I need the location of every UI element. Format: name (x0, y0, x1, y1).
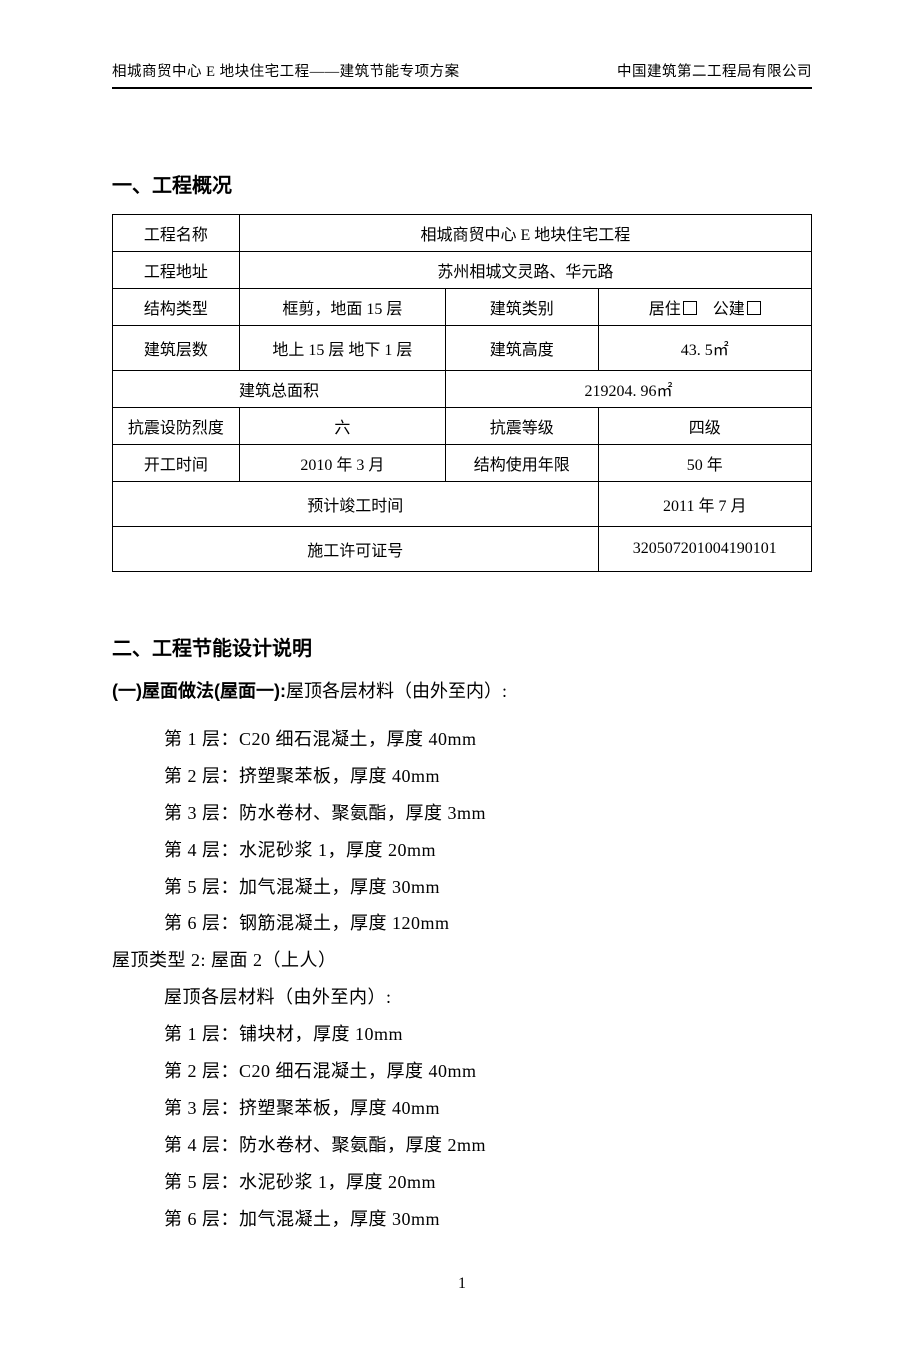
cell-seismic-intensity: 六 (239, 408, 445, 445)
cell-floors: 地上 15 层 地下 1 层 (239, 326, 445, 371)
section-2-title: 二、工程节能设计说明 (112, 632, 812, 661)
running-header: 相城商贸中心 E 地块住宅工程——建筑节能专项方案 中国建筑第二工程局有限公司 (112, 60, 812, 89)
cell-address: 苏州相城文灵路、华元路 (239, 252, 811, 289)
cell-lifespan: 50 年 (598, 445, 811, 482)
table-row: 抗震设防烈度 六 抗震等级 四级 (113, 408, 812, 445)
cell-bldg-class-label: 建筑类别 (446, 289, 599, 326)
table-row: 建筑总面积 219204. 96㎡ (113, 371, 812, 408)
roof2-layer: 第 4 层：防水卷材、聚氨酯，厚度 2mm (112, 1127, 812, 1164)
cell-project-name-label: 工程名称 (113, 215, 240, 252)
cell-permit: 320507201004190101 (598, 527, 811, 572)
table-row: 结构类型 框剪，地面 15 层 建筑类别 居住 公建 (113, 289, 812, 326)
cell-lifespan-label: 结构使用年限 (446, 445, 599, 482)
checkbox-residential-icon (683, 301, 697, 315)
roof1-layer: 第 5 层：加气混凝土，厚度 30mm (112, 869, 812, 906)
roof1-layer: 第 3 层：防水卷材、聚氨酯，厚度 3mm (112, 795, 812, 832)
cell-project-name: 相城商贸中心 E 地块住宅工程 (239, 215, 811, 252)
cell-seismic-grade: 四级 (598, 408, 811, 445)
bldg-class-public-label: 公建 (713, 301, 745, 318)
cell-start: 2010 年 3 月 (239, 445, 445, 482)
table-row: 开工时间 2010 年 3 月 结构使用年限 50 年 (113, 445, 812, 482)
roof1-heading-bold: (一)屋面做法(屋面一): (112, 677, 286, 703)
roof2-layer: 第 1 层：铺块材，厚度 10mm (112, 1016, 812, 1053)
cell-address-label: 工程地址 (113, 252, 240, 289)
roof1-heading-plain: 屋顶各层材料（由外至内）: (286, 677, 507, 703)
cell-total-area: 219204. 96㎡ (446, 371, 812, 408)
cell-permit-label: 施工许可证号 (113, 527, 599, 572)
bldg-class-residential-label: 居住 (649, 301, 681, 318)
document-page: 相城商贸中心 E 地块住宅工程——建筑节能专项方案 中国建筑第二工程局有限公司 … (0, 0, 920, 1353)
cell-struct-type-label: 结构类型 (113, 289, 240, 326)
cell-start-label: 开工时间 (113, 445, 240, 482)
header-left: 相城商贸中心 E 地块住宅工程——建筑节能专项方案 (112, 60, 460, 81)
overview-table: 工程名称 相城商贸中心 E 地块住宅工程 工程地址 苏州相城文灵路、华元路 结构… (112, 214, 812, 572)
roof1-heading: (一)屋面做法(屋面一): 屋顶各层材料（由外至内）: (112, 677, 812, 703)
cell-seismic-intensity-label: 抗震设防烈度 (113, 408, 240, 445)
cell-completion: 2011 年 7 月 (598, 482, 811, 527)
checkbox-public-icon (747, 301, 761, 315)
roof1-layer: 第 2 层：挤塑聚苯板，厚度 40mm (112, 758, 812, 795)
cell-struct-type: 框剪，地面 15 层 (239, 289, 445, 326)
roof1-layer: 第 6 层：钢筋混凝土，厚度 120mm (112, 905, 812, 942)
table-row: 工程名称 相城商贸中心 E 地块住宅工程 (113, 215, 812, 252)
table-row: 施工许可证号 320507201004190101 (113, 527, 812, 572)
cell-seismic-grade-label: 抗震等级 (446, 408, 599, 445)
roof2-layer: 第 3 层：挤塑聚苯板，厚度 40mm (112, 1090, 812, 1127)
cell-completion-label: 预计竣工时间 (113, 482, 599, 527)
roof2-layer: 第 5 层：水泥砂浆 1，厚度 20mm (112, 1164, 812, 1201)
cell-height: 43. 5㎡ (598, 326, 811, 371)
header-right: 中国建筑第二工程局有限公司 (617, 60, 812, 81)
table-row: 预计竣工时间 2011 年 7 月 (113, 482, 812, 527)
section-1-title: 一、工程概况 (112, 169, 812, 198)
table-row: 建筑层数 地上 15 层 地下 1 层 建筑高度 43. 5㎡ (113, 326, 812, 371)
roof2-sub: 屋顶各层材料（由外至内）: (112, 979, 812, 1016)
cell-floors-label: 建筑层数 (113, 326, 240, 371)
page-number: 1 (112, 1275, 812, 1293)
roof1-layer: 第 1 层：C20 细石混凝土，厚度 40mm (112, 721, 812, 758)
cell-bldg-class: 居住 公建 (598, 289, 811, 326)
roof2-layer: 第 6 层：加气混凝土，厚度 30mm (112, 1201, 812, 1238)
roof2-layer: 第 2 层：C20 细石混凝土，厚度 40mm (112, 1053, 812, 1090)
table-row: 工程地址 苏州相城文灵路、华元路 (113, 252, 812, 289)
roof2-header: 屋顶类型 2: 屋面 2（上人） (112, 942, 812, 979)
cell-height-label: 建筑高度 (446, 326, 599, 371)
cell-total-area-label: 建筑总面积 (113, 371, 446, 408)
roof1-layer: 第 4 层：水泥砂浆 1，厚度 20mm (112, 832, 812, 869)
